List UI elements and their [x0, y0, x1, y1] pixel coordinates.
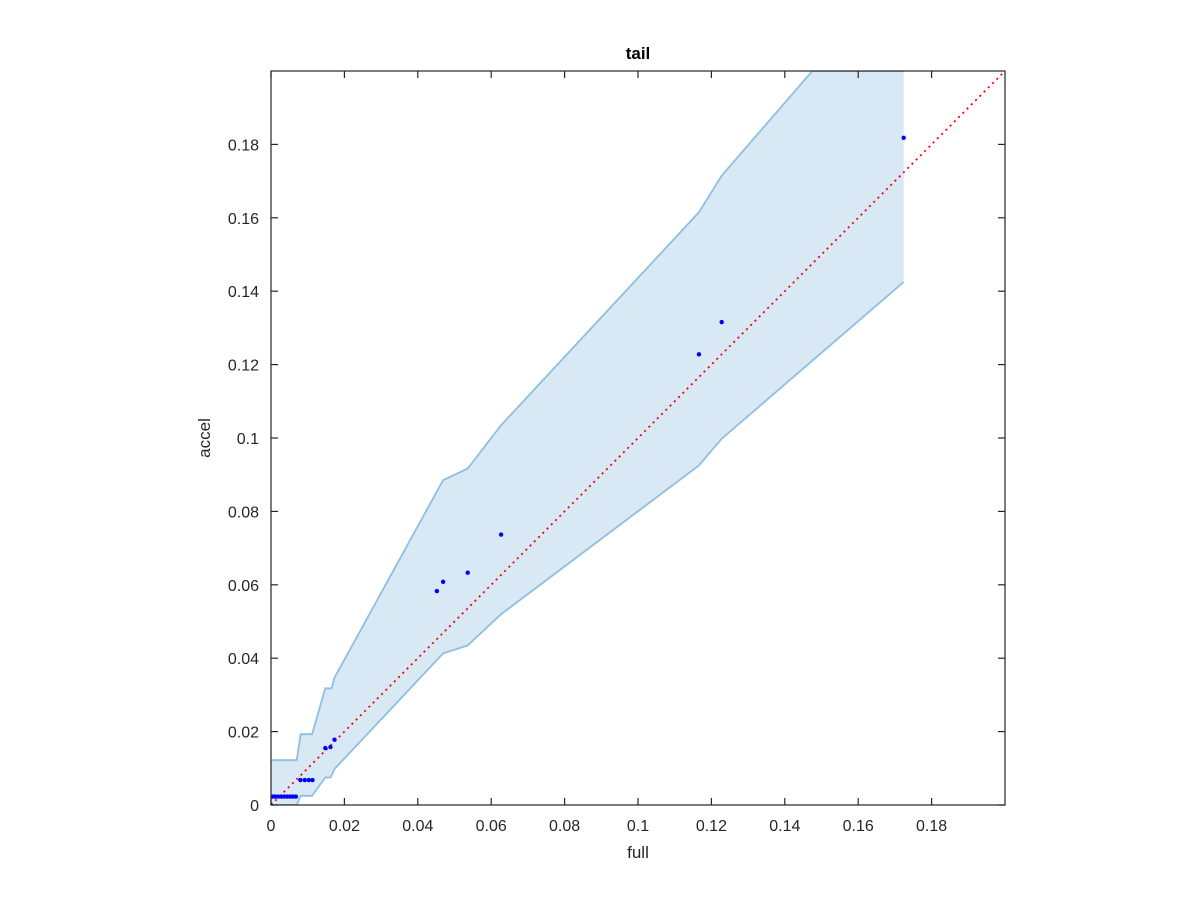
- x-tick-label-8: 0.16: [843, 818, 874, 835]
- y-tick-label-8: 0.16: [228, 211, 259, 228]
- data-point-10: [298, 777, 303, 783]
- data-point-19: [465, 570, 470, 575]
- y-tick-label-5: 0.1: [237, 431, 259, 448]
- y-tick-label-0: 0: [250, 798, 259, 815]
- x-tick-label-1: 0.02: [329, 818, 360, 835]
- x-tick-label-3: 0.06: [476, 818, 507, 835]
- axis-ticks: 0 0.02 0.04 0.06 0.08 0.1 0.12 0.14 0.16 0.18 0 0.0…: [228, 71, 1005, 835]
- data-point-22: [719, 319, 724, 325]
- data-point-11: [302, 777, 307, 783]
- data-point-9: [293, 794, 299, 799]
- y-axis-label: accel: [195, 418, 214, 458]
- data-point-20: [498, 532, 504, 537]
- y-tick-label-7: 0.14: [228, 284, 259, 301]
- y-tick-label-1: 0.02: [228, 725, 259, 742]
- data-point-16: [332, 737, 337, 742]
- data-point-21: [696, 352, 702, 357]
- data-point-18: [440, 579, 446, 585]
- y-tick-label-6: 0.12: [228, 358, 259, 375]
- confidence-band: [271, 71, 904, 805]
- y-tick-label-9: 0.18: [228, 137, 259, 154]
- x-tick-label-9: 0.18: [916, 818, 947, 835]
- x-tick-label-2: 0.04: [402, 818, 433, 835]
- data-point-23: [901, 135, 906, 140]
- identity-reference-line: [271, 71, 1005, 805]
- chart-title: tail: [626, 44, 651, 63]
- x-tick-label-4: 0.08: [549, 818, 580, 835]
- y-tick-label-4: 0.08: [228, 504, 259, 521]
- x-tick-label-5: 0.1: [627, 818, 649, 835]
- x-axis-label: full: [627, 843, 649, 862]
- y-tick-label-3: 0.06: [228, 578, 259, 595]
- data-point-15: [328, 744, 333, 750]
- x-tick-label-7: 0.14: [769, 818, 800, 835]
- data-point-13: [310, 777, 315, 783]
- data-point-14: [323, 745, 328, 751]
- y-tick-label-2: 0.04: [228, 651, 259, 668]
- confidence-band-upper-edge: [271, 71, 904, 762]
- confidence-band-lower-edge: [271, 281, 905, 805]
- data-point-12: [306, 777, 312, 783]
- data-point-17: [434, 588, 440, 594]
- x-tick-label-6: 0.12: [696, 818, 727, 835]
- x-tick-label-0: 0: [267, 818, 276, 835]
- scatter-points: [271, 135, 906, 805]
